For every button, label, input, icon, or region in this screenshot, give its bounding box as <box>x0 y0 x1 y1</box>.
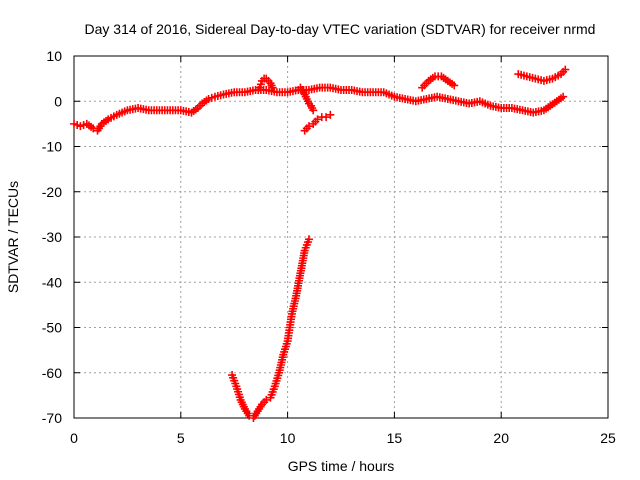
series-sdtvar-main-band <box>70 83 568 135</box>
y-tick-label: -20 <box>42 184 62 200</box>
x-tick-label: 25 <box>600 430 616 446</box>
y-tick-label: 0 <box>54 93 62 109</box>
chart-title: Day 314 of 2016, Sidereal Day-to-day VTE… <box>85 21 596 37</box>
data-point <box>322 113 331 122</box>
axis-tick-labels: 0 5 10 15 20 25 10 0 -10 -20 -30 -40 -50 -60 -70 <box>42 48 616 446</box>
x-tick-label: 15 <box>387 430 403 446</box>
y-tick-label: -50 <box>42 320 62 336</box>
series-sdtvar-deep-dip <box>228 235 313 422</box>
y-tick-label: -60 <box>42 365 62 381</box>
x-axis-label: GPS time / hours <box>288 458 395 474</box>
x-tick-label: 5 <box>177 430 185 446</box>
series-sdtvar-short-arc-11h <box>300 110 335 135</box>
data-point <box>561 65 570 74</box>
data-point <box>262 395 271 404</box>
data-point <box>326 110 335 119</box>
data-point <box>268 83 277 92</box>
y-tick-label: -40 <box>42 274 62 290</box>
y-tick-label: -30 <box>42 229 62 245</box>
data-point <box>559 92 568 101</box>
series-sdtvar-arc-17h <box>418 72 459 92</box>
grid <box>74 56 608 418</box>
series-sdtvar-arc-22h <box>514 65 570 85</box>
data-point <box>304 122 313 131</box>
data-series <box>70 65 570 422</box>
x-tick-label: 0 <box>70 430 78 446</box>
axis-ticks <box>73 55 609 419</box>
y-tick-label: -70 <box>42 410 62 426</box>
x-tick-label: 10 <box>280 430 296 446</box>
data-point <box>309 106 318 115</box>
series-sdtvar-hump-near-9h <box>255 74 277 92</box>
y-tick-label: -10 <box>42 139 62 155</box>
data-point <box>304 235 313 244</box>
data-point <box>450 81 459 90</box>
data-point <box>313 115 322 124</box>
x-tick-label: 20 <box>493 430 509 446</box>
y-tick-label: 10 <box>46 48 62 64</box>
y-axis-label: SDTVAR / TECUs <box>5 181 21 293</box>
series-sdtvar-dip-near-11h <box>296 83 318 115</box>
